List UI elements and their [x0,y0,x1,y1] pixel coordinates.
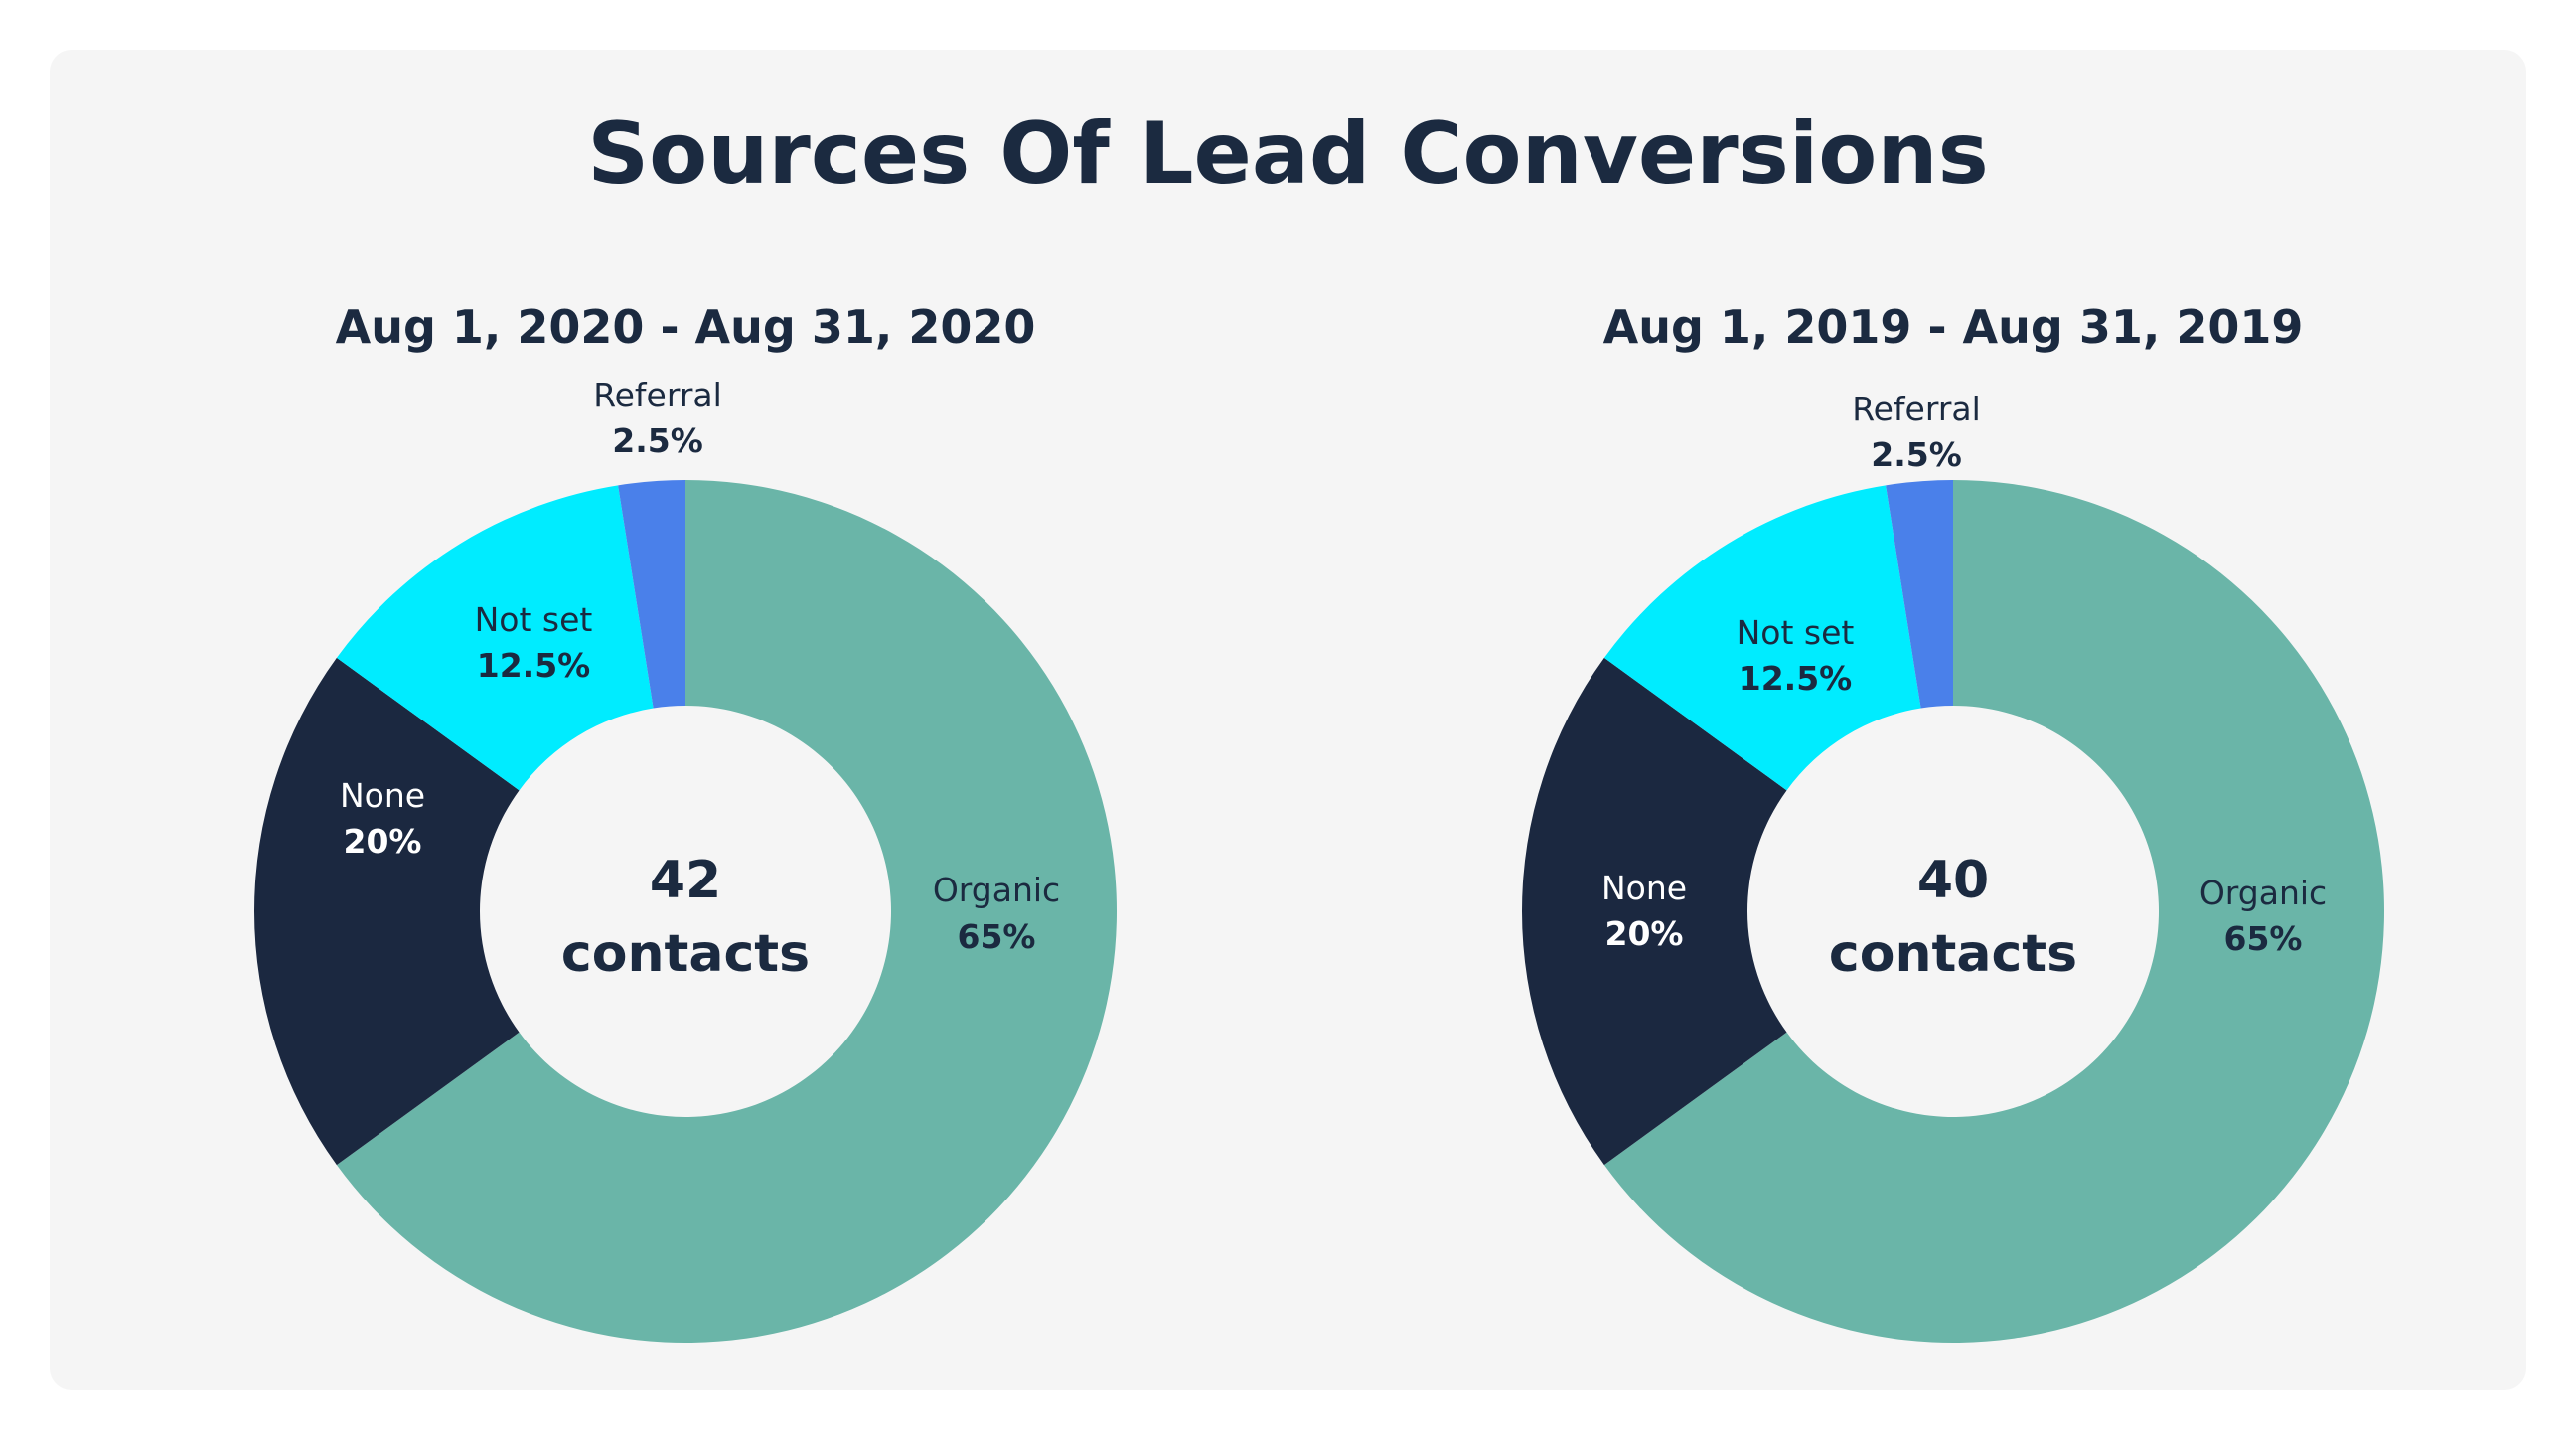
label-referral: Referral [593,376,722,414]
center-unit: contacts [1829,924,2077,984]
value-referral: 2.5% [1871,435,1962,474]
label-organic: Organic [2199,874,2327,912]
value-not-set: 12.5% [1739,659,1853,698]
chart-title: Sources Of Lead Conversions [587,104,1989,204]
chart-subtitle: Aug 1, 2020 - Aug 31, 2020 [336,300,1036,354]
value-not-set: 12.5% [477,646,591,685]
label-organic: Organic [933,871,1060,909]
value-none: 20% [1605,914,1684,953]
value-organic: 65% [958,917,1036,956]
slice-none [1522,657,1787,1166]
label-not-set: Not set [1737,613,1855,652]
center-unit: contacts [561,924,810,984]
value-referral: 2.5% [612,421,703,460]
label-none: None [1601,869,1687,907]
label-not-set: Not set [475,600,593,639]
slice-not-set [336,485,654,791]
chart-subtitle: Aug 1, 2019 - Aug 31, 2019 [1603,300,2304,354]
slice-referral [1886,480,1953,709]
label-referral: Referral [1852,390,1981,428]
donut-chart-2: Aug 1, 2019 - Aug 31, 2019 Organic 65% None… [1522,300,2384,1343]
center-count: 40 [1917,851,1989,910]
label-none: None [340,776,425,815]
slice-not-set [1603,485,1921,791]
slice-referral [618,480,685,709]
value-none: 20% [344,822,422,861]
donut-chart-1: Aug 1, 2020 - Aug 31, 2020 Organic 65% None… [254,300,1118,1343]
slice-organic [336,480,1118,1343]
slice-organic [1603,480,2384,1343]
value-organic: 65% [2224,919,2303,958]
slice-none [254,657,520,1166]
center-count: 42 [650,851,721,910]
